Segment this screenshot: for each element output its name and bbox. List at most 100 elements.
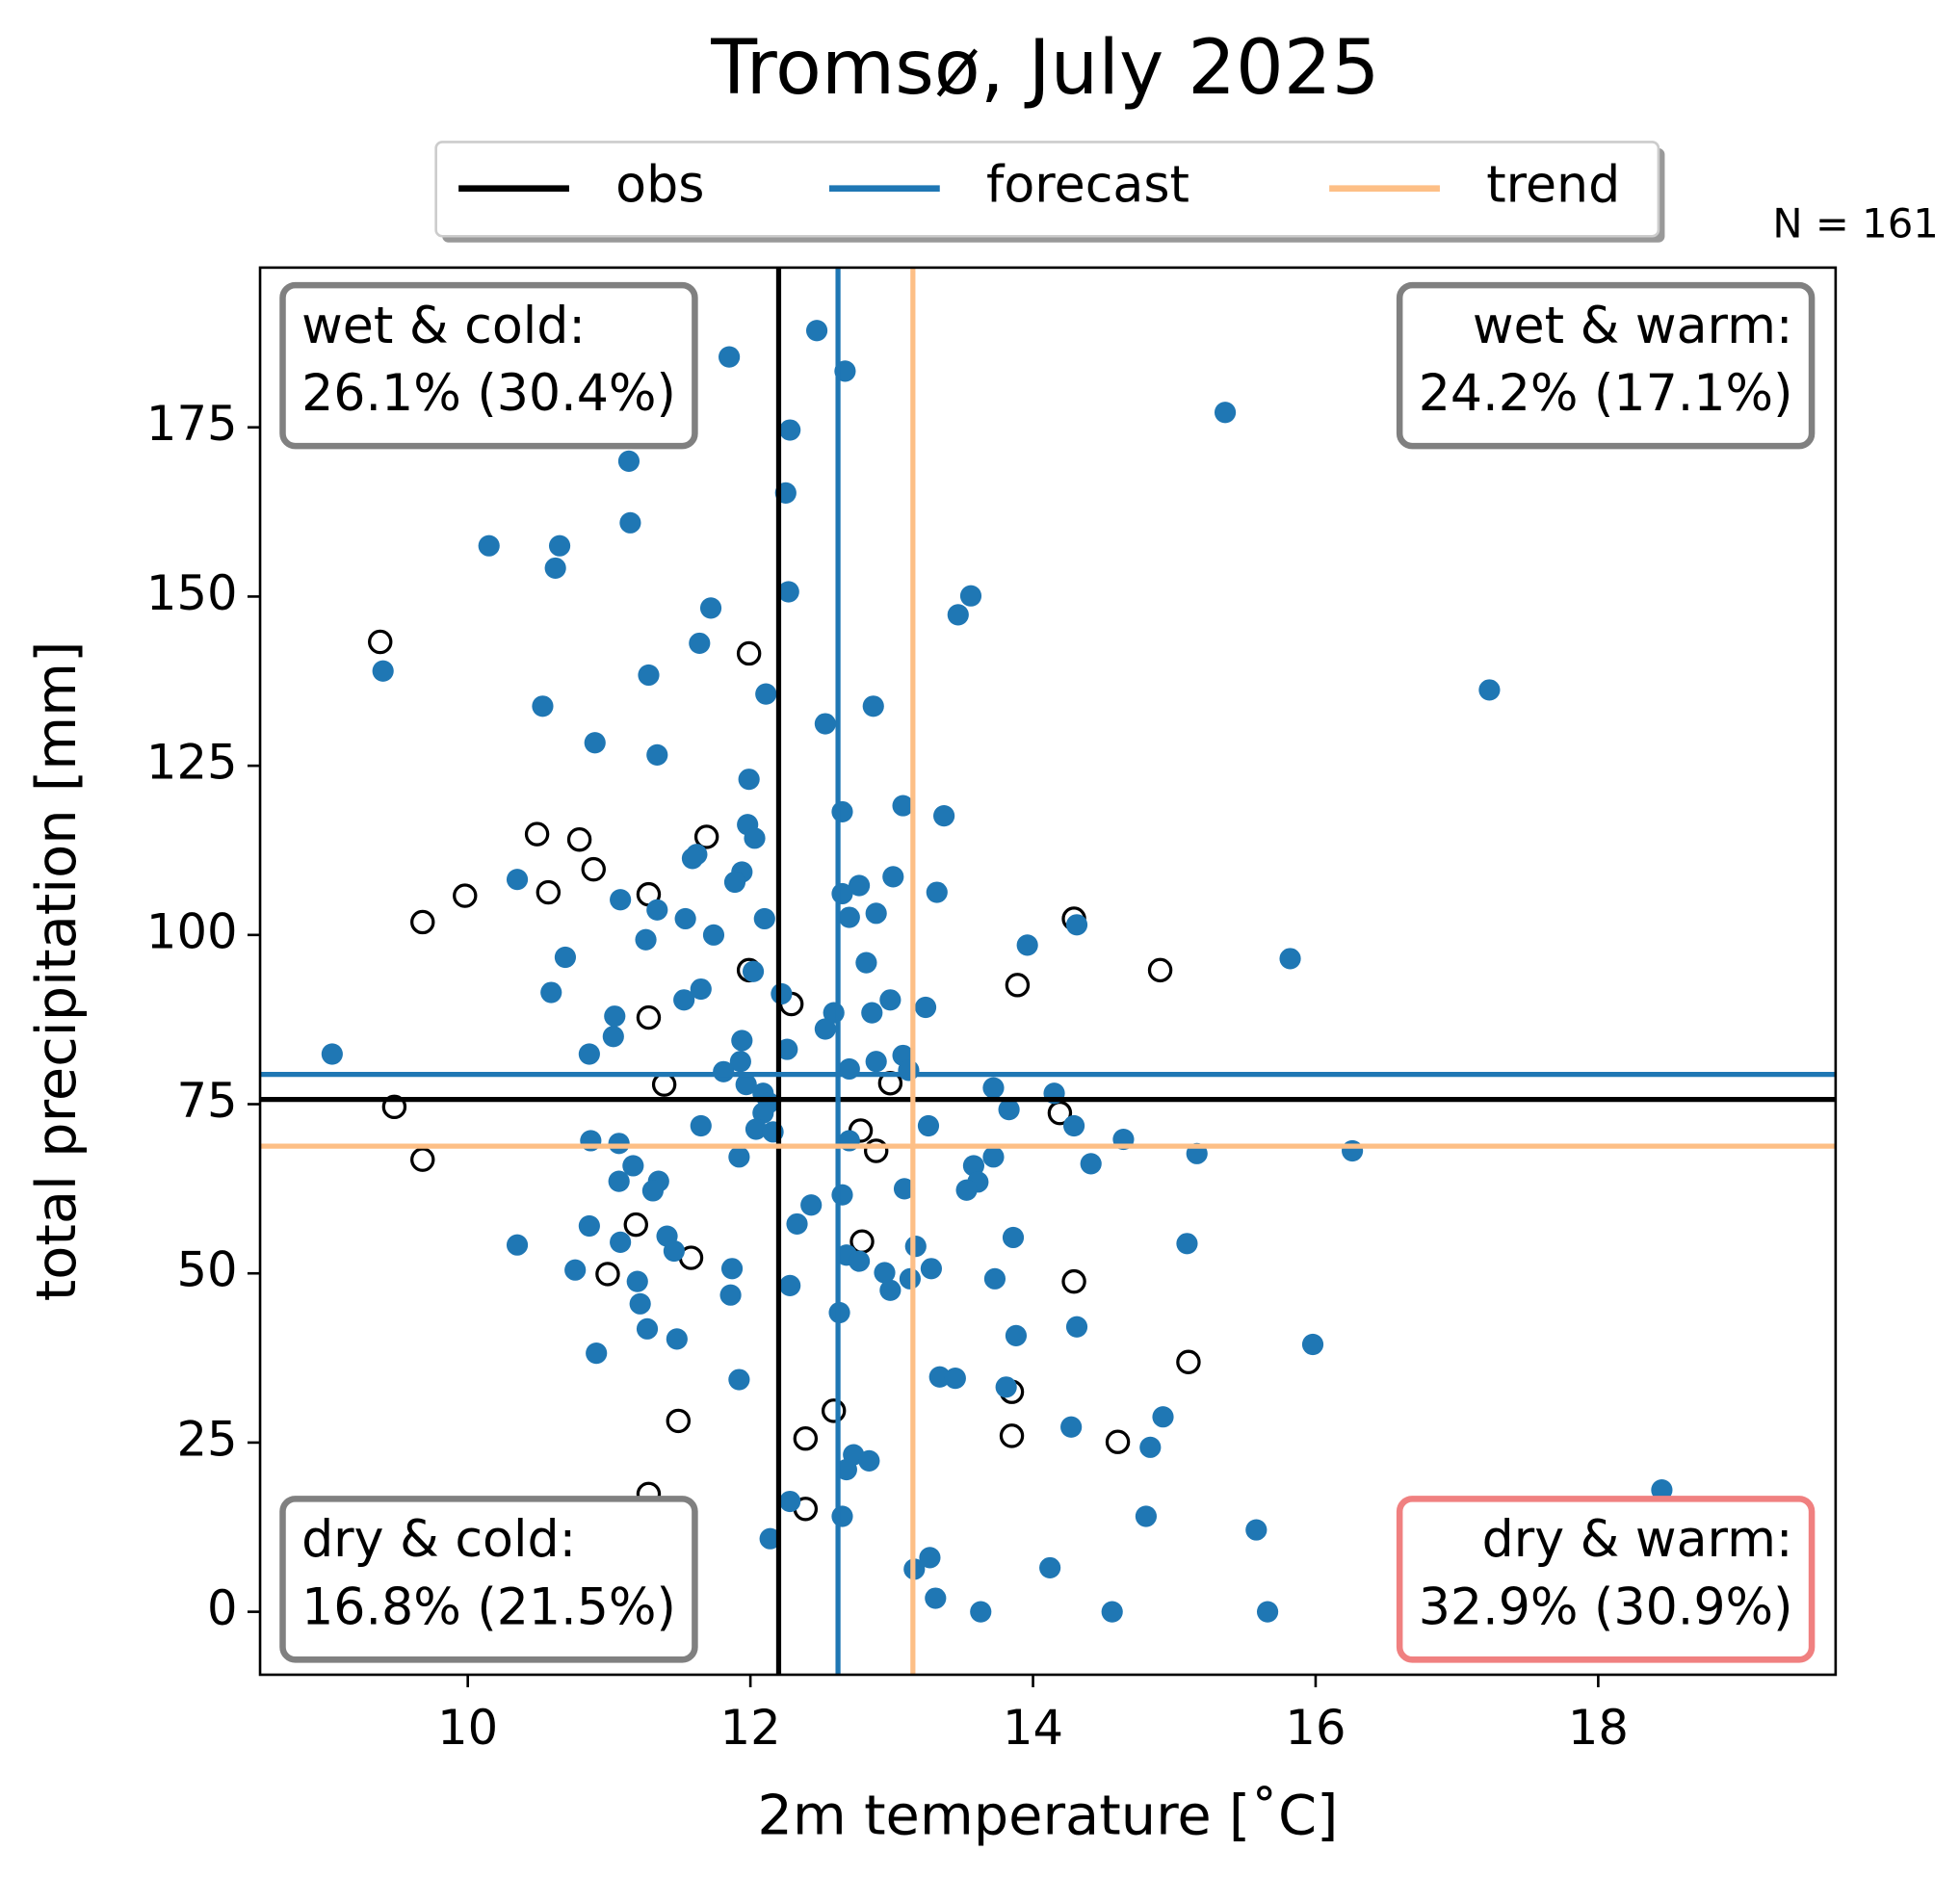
scatter-point (947, 604, 969, 626)
annotation-text: dry & warm: (1482, 1511, 1793, 1569)
scatter-point (1301, 1333, 1324, 1356)
scatter-point (865, 902, 887, 925)
scatter-point (1080, 1153, 1102, 1175)
scatter-point (786, 1212, 808, 1235)
scatter-point (831, 882, 853, 905)
scatter-point (999, 1423, 1025, 1448)
scatter-point (581, 856, 606, 882)
scatter-point (368, 629, 393, 655)
scatter-point (1060, 1416, 1083, 1438)
scatter-point (673, 989, 695, 1011)
annotation-text: 24.2% (17.1%) (1419, 365, 1793, 423)
scatter-point (735, 1074, 757, 1096)
annotation-text: dry & cold: (301, 1511, 576, 1569)
scatter-point (1005, 973, 1031, 998)
scatter-point (666, 1328, 688, 1350)
scatter-point (548, 534, 571, 557)
scatter-point (702, 924, 725, 946)
scatter-point (1061, 1268, 1086, 1294)
overlay: 10 12 14 16 18 0 25 50 75 100 125 150 175 wet & cold:… (146, 281, 1816, 1756)
scatter-point (779, 1274, 801, 1296)
scatter-point (623, 1212, 648, 1238)
scatter-point (690, 1114, 712, 1137)
scatter-point (1256, 1601, 1279, 1623)
scatter-point (1039, 1556, 1061, 1579)
scatter-point (674, 907, 696, 930)
scatter-point (776, 1038, 798, 1060)
scatter-point (771, 982, 793, 1005)
scatter-point (1279, 948, 1301, 970)
scatter-point (532, 695, 554, 717)
annotation-text: 26.1% (30.4%) (301, 365, 676, 423)
scatter-point (831, 1184, 853, 1206)
scatter-point (898, 1059, 920, 1082)
y-tick-label: 50 (176, 1242, 237, 1298)
scatter-point (755, 683, 777, 705)
scatter-point (928, 1366, 951, 1388)
scatter-point (983, 1267, 1006, 1290)
scatter-point (759, 1527, 781, 1550)
scatter-point (835, 1458, 857, 1481)
scatter-point (904, 1236, 927, 1258)
scatter-point (944, 1368, 966, 1390)
scatter-point (1245, 1519, 1267, 1541)
n-label: N = 161 (1772, 199, 1938, 247)
scatter-point (1065, 1316, 1088, 1338)
scatter-point (321, 1043, 343, 1065)
scatter-point (962, 1155, 985, 1177)
scatter-point (917, 1114, 940, 1137)
legend-label: trend (1486, 157, 1620, 215)
x-tick-label: 16 (1285, 1700, 1346, 1756)
scatter-point (899, 1267, 921, 1290)
scatter-point (848, 1250, 871, 1272)
scatter-point (719, 346, 741, 368)
scatter-point (554, 946, 577, 969)
scatter-point (863, 1138, 889, 1163)
scatter-point (381, 1094, 407, 1120)
scatter-point (1005, 1324, 1028, 1346)
legend-label: forecast (986, 157, 1189, 215)
scatter-point (1176, 1349, 1201, 1374)
scatter-point (861, 1002, 883, 1024)
y-tick-label: 25 (176, 1411, 237, 1467)
scatter-point (578, 1214, 600, 1238)
scatter-point (892, 795, 914, 817)
chart-title: Tromsø, July 2025 (710, 24, 1379, 112)
scatter-point (410, 909, 435, 935)
scatter-point (858, 1449, 880, 1472)
y-tick-label: 0 (207, 1580, 238, 1636)
scatter-point (540, 981, 562, 1004)
scatter-point (1176, 1233, 1198, 1255)
y-tick-label: 150 (146, 565, 238, 621)
scatter-point (998, 1099, 1020, 1121)
scatter-point (831, 1505, 853, 1527)
scatter-point (848, 874, 871, 897)
scatter-point (622, 1155, 644, 1177)
scatter-point (1478, 679, 1501, 701)
scatter-point (564, 1259, 587, 1281)
scatter-point (1016, 934, 1038, 956)
scatter-point (838, 906, 860, 928)
scatter-point (742, 960, 765, 982)
y-tick-label: 75 (176, 1073, 237, 1129)
y-axis-label: total precipitation [mm] (24, 641, 89, 1302)
scatter-point (1105, 1429, 1131, 1454)
scatter-point (914, 996, 937, 1019)
scatter-point (723, 871, 746, 894)
scatter-point (629, 1292, 651, 1315)
scatter-point (689, 632, 711, 655)
scatter-point (814, 713, 836, 735)
scatter-point (1139, 1436, 1162, 1458)
scatter-point (982, 1077, 1005, 1099)
scatter-point (874, 1262, 896, 1284)
annotation-box (279, 1496, 698, 1663)
scatter-point (879, 989, 902, 1011)
scatter-point (805, 320, 828, 342)
annotation-text: wet & warm: (1473, 298, 1793, 355)
scatter-point (779, 1490, 801, 1513)
scatter-point (506, 1234, 529, 1256)
scatter-point (920, 1258, 942, 1280)
scatter-point (410, 1147, 435, 1172)
annotation-box (1396, 281, 1816, 450)
x-tick-label: 14 (1003, 1700, 1063, 1756)
